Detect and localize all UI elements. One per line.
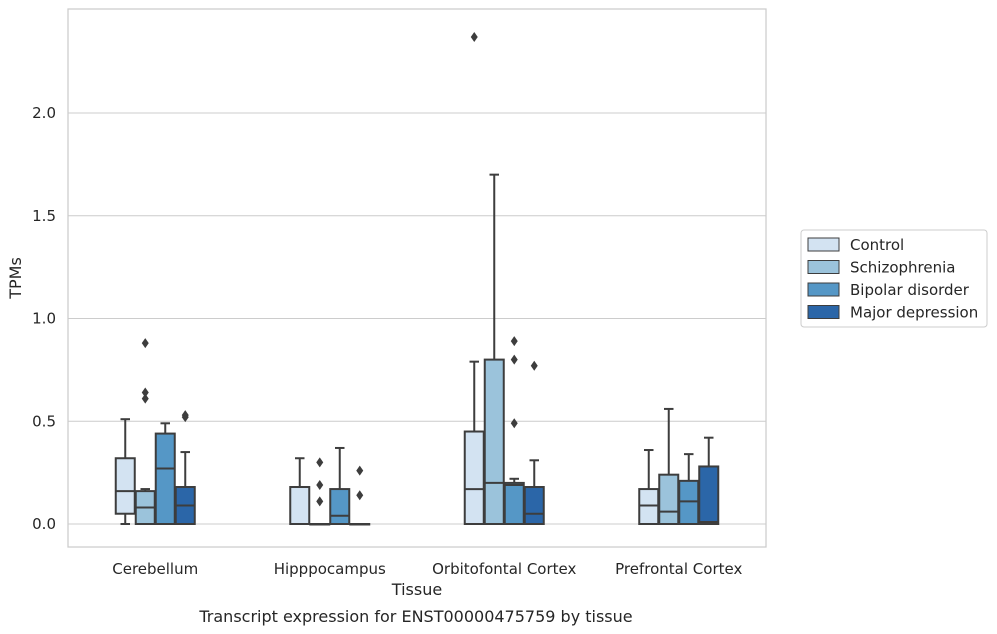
box: [329, 488, 351, 526]
outlier-point: [510, 418, 518, 429]
outlier-point: [141, 393, 149, 404]
box: [698, 465, 720, 525]
box-3-2: [678, 453, 700, 525]
box-2-0: [463, 31, 485, 525]
plot-frame: [67, 8, 767, 548]
box: [658, 473, 680, 525]
box-0-1: [134, 338, 156, 525]
box: [114, 457, 136, 515]
outlier-point: [141, 387, 149, 398]
box: [638, 488, 660, 526]
y-axis-ticks: 0.0 0.5 1.0 1.5 2.0: [32, 104, 56, 533]
legend-swatch: [807, 237, 840, 252]
box: [463, 430, 485, 525]
box-3-3: [698, 436, 720, 525]
legend-item: Bipolar disorder: [807, 281, 970, 299]
outlier-point: [510, 336, 518, 347]
outlier-point: [316, 496, 324, 507]
box: [154, 432, 176, 525]
outlier-point: [316, 479, 324, 490]
box-0-0: [114, 418, 136, 525]
box: [678, 479, 700, 525]
box: [523, 486, 545, 526]
y-tick-label: 1.5: [32, 207, 56, 225]
legend-swatch: [807, 260, 840, 274]
box-1-1: [309, 457, 331, 526]
outlier-point: [356, 490, 364, 501]
box-0-2: [154, 422, 176, 525]
box-1-2: [329, 446, 351, 526]
box-1-3: [349, 465, 371, 526]
x-axis-label: Tissue: [391, 580, 442, 599]
x-tick-label: Prefrontal Cortex: [615, 560, 742, 578]
legend-item: Major depression: [807, 304, 978, 322]
box-3-0: [638, 449, 660, 526]
box-2-2: [503, 336, 525, 525]
box-plot-area: [114, 31, 720, 526]
legend: Control Schizophrenia Bipolar disorder Majo…: [800, 229, 988, 328]
legend-label: Schizophrenia: [850, 259, 955, 277]
x-tick-label: Hipppocampus: [274, 560, 386, 578]
outlier-point: [316, 457, 324, 468]
outlier-point: [141, 338, 149, 349]
legend-item: Control: [807, 236, 904, 254]
y-tick-label: 2.0: [32, 104, 56, 122]
x-tick-label: Cerebellum: [112, 560, 198, 578]
legend-label: Control: [850, 236, 904, 254]
y-tick-label: 0.0: [32, 515, 56, 533]
legend-swatch: [807, 305, 840, 319]
box-0-3: [174, 410, 196, 526]
legend-label: Bipolar disorder: [850, 281, 970, 299]
y-tick-label: 1.0: [32, 310, 56, 328]
y-axis-label: TPMs: [6, 257, 25, 300]
outlier-point: [181, 410, 189, 421]
legend-swatch: [807, 282, 840, 297]
box-2-3: [523, 360, 545, 526]
legend-label: Major depression: [850, 304, 978, 322]
x-tick-label: Orbitofontal Cortex: [432, 560, 576, 578]
outlier-point: [530, 360, 538, 371]
legend-frame: [800, 229, 988, 328]
x-axis-ticks: Cerebellum Hipppocampus Orbitofontal Corte…: [112, 560, 742, 578]
chart-title: Transcript expression for ENST0000047575…: [198, 607, 632, 626]
outlier-point: [470, 31, 478, 42]
box-2-1: [483, 173, 505, 525]
box: [483, 358, 505, 525]
outlier-point: [510, 354, 518, 365]
outlier-point: [356, 465, 364, 476]
y-tick-label: 0.5: [32, 412, 56, 430]
box-1-0: [289, 457, 311, 526]
box: [289, 486, 311, 526]
box: [503, 481, 525, 525]
box-3-1: [658, 407, 680, 525]
legend-item: Schizophrenia: [807, 259, 955, 277]
